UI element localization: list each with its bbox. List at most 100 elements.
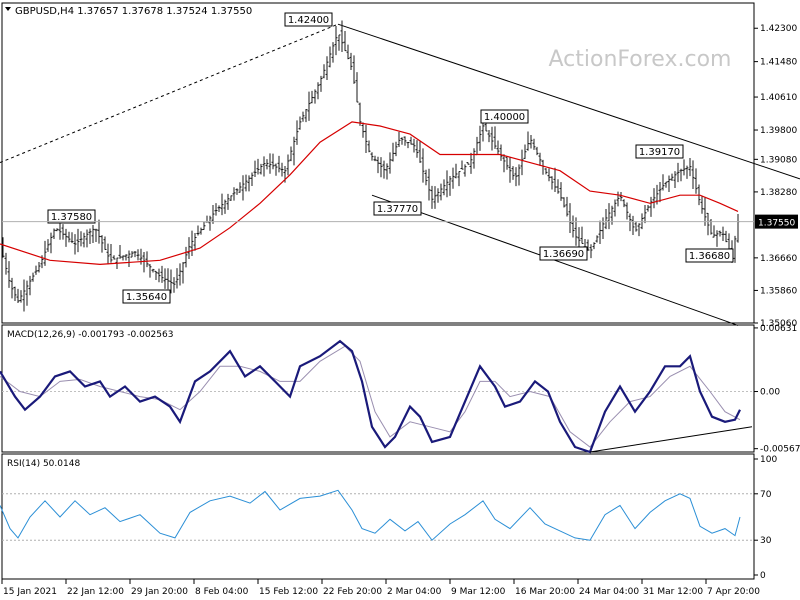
price-bar [157, 268, 161, 283]
price-bar [490, 126, 494, 151]
price-bar [511, 166, 515, 180]
macd-signal-line [0, 345, 741, 448]
price-bar [547, 168, 551, 182]
price-bar [334, 26, 338, 56]
price-bar [121, 255, 125, 261]
price-bar [10, 277, 14, 299]
price-bar [376, 156, 380, 174]
price-bar [712, 225, 716, 238]
channel-trendline [0, 23, 339, 164]
svg-text:1.37770: 1.37770 [377, 204, 418, 215]
price-bar [241, 175, 245, 201]
price-bar [514, 167, 518, 187]
price-bar [154, 270, 158, 281]
watermark: ActionForex.com [549, 47, 732, 72]
price-bars [1, 20, 740, 312]
price-bar [445, 170, 449, 198]
price-bar [256, 158, 260, 175]
time-tick-label: 2 Mar 04:00 [387, 587, 442, 597]
price-bar [616, 191, 620, 207]
price-bar [487, 130, 491, 143]
price-bar [100, 235, 104, 253]
price-bar [112, 255, 116, 260]
svg-text:1.42400: 1.42400 [288, 15, 329, 26]
price-bar [589, 244, 593, 259]
price-bar [163, 268, 167, 289]
price-bar [457, 171, 461, 187]
price-bar [295, 120, 299, 145]
macd-label: MACD(12,26,9) -0.001793 -0.002563 [7, 330, 173, 340]
price-bar [148, 264, 152, 278]
macd-tick-label: 0.00 [760, 388, 780, 398]
price-bar [166, 268, 170, 290]
price-bar [373, 155, 377, 162]
time-tick-label: 9 Mar 12:00 [451, 587, 506, 597]
price-bar [448, 175, 452, 196]
macd-main-line [0, 339, 741, 454]
price-bar [196, 225, 200, 236]
price-bar [136, 249, 140, 261]
svg-text:1.37580: 1.37580 [51, 212, 92, 223]
price-bar [481, 122, 485, 142]
rsi-panel: RSI(14) 50.0148 100 70 30 0 [0, 453, 777, 581]
macd-support-trendline [589, 426, 753, 453]
price-bar [682, 159, 686, 176]
price-bar [277, 155, 281, 173]
price-bar [442, 179, 446, 196]
price-bar [685, 165, 689, 179]
price-bar [676, 162, 680, 183]
channel-trendline [337, 23, 800, 180]
price-bar [304, 109, 308, 123]
price-bar [595, 235, 599, 243]
price-bar [382, 160, 386, 179]
collapse-triangle-icon[interactable] [5, 7, 11, 11]
price-bar [169, 269, 173, 294]
price-bar [700, 196, 704, 214]
price-bar [733, 235, 737, 263]
price-bar [403, 136, 407, 146]
price-bar [127, 250, 131, 267]
price-bar [679, 168, 683, 182]
price-bar [535, 146, 539, 156]
price-bar [493, 126, 497, 149]
price-bar [694, 168, 698, 194]
moving-average-line [0, 121, 739, 266]
price-bar [598, 220, 602, 244]
time-tick-label: 22 Jan 12:00 [67, 587, 124, 597]
price-bar [160, 265, 164, 283]
rsi-axis: 100 70 30 0 [754, 455, 777, 581]
price-bar [670, 173, 674, 182]
symbol-info: GBPUSD,H4 1.37657 1.37678 1.37524 1.3755… [15, 6, 252, 17]
price-bar [421, 148, 425, 183]
price-bar [364, 124, 368, 153]
price-bar [565, 196, 569, 217]
rsi-tick-label: 70 [760, 490, 772, 500]
price-bar [718, 230, 722, 237]
price-bar [664, 181, 668, 188]
price-bar [556, 179, 560, 194]
price-bar [724, 230, 728, 243]
price-bar [103, 236, 107, 250]
price-bar [64, 228, 68, 247]
price-bar [22, 279, 26, 312]
price-bar [184, 246, 188, 268]
price-bar [328, 46, 332, 68]
price-bar [433, 186, 437, 209]
price-bar [37, 262, 41, 273]
price-axis: 1.42300 1.41480 1.40610 1.39800 1.39080 1.382… [754, 24, 797, 329]
price-bar [250, 172, 254, 186]
price-bar [571, 215, 575, 238]
price-bar [13, 286, 17, 301]
price-bar [58, 221, 62, 240]
price-annotation: 1.42400 [284, 12, 333, 27]
price-bar [193, 232, 197, 251]
price-bar [94, 228, 98, 243]
price-bar [106, 243, 110, 265]
price-bar [343, 31, 347, 52]
price-bar [133, 251, 137, 258]
rsi-tick-label: 0 [760, 571, 766, 581]
price-bar [310, 90, 314, 104]
price-bar [607, 203, 611, 230]
